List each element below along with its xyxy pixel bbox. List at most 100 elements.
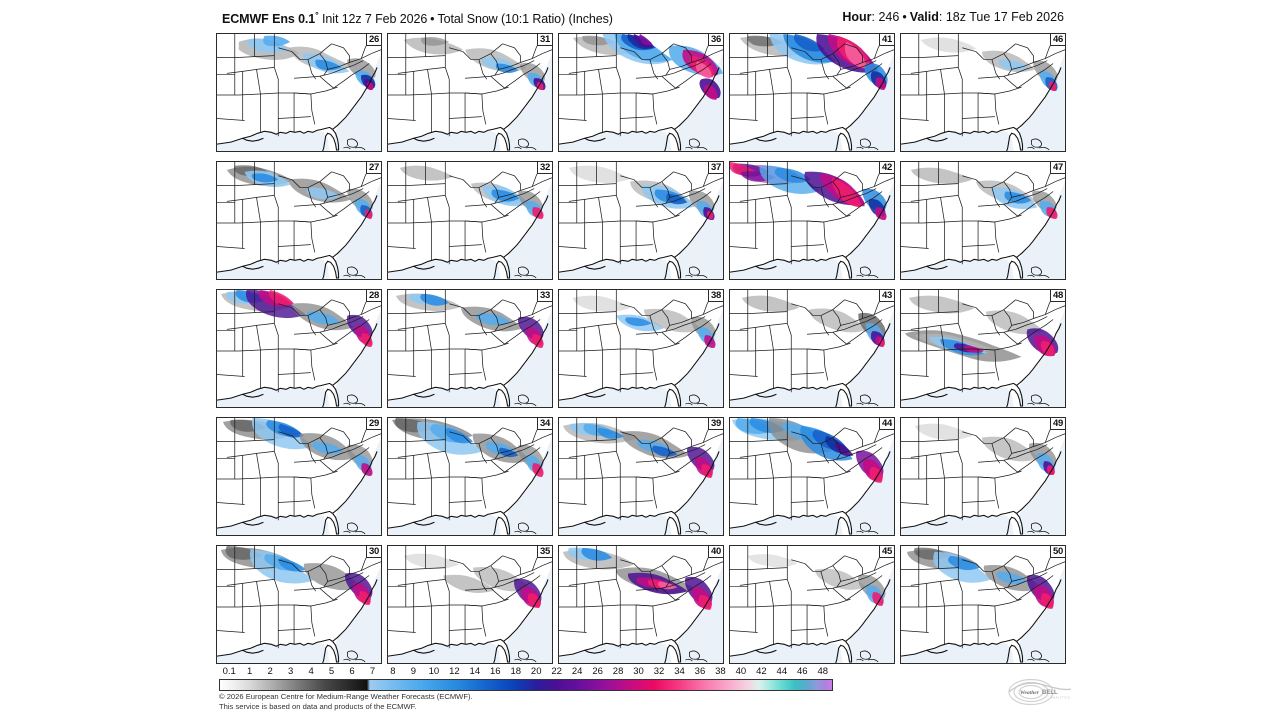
member-number-label: 38 <box>708 290 723 302</box>
ensemble-member-panel[interactable]: 46 <box>900 33 1066 152</box>
map-canvas <box>730 546 894 663</box>
coastline <box>217 195 378 279</box>
ensemble-member-panel[interactable]: 47 <box>900 161 1066 280</box>
coastline <box>217 451 378 535</box>
hour-label: Hour <box>842 10 872 24</box>
coastline <box>730 195 891 279</box>
coastline <box>730 579 891 663</box>
member-number-label: 33 <box>537 290 552 302</box>
init-time: Init 12z 7 Feb 2026 <box>322 12 428 27</box>
footer-line-2: This service is based on data and produc… <box>219 701 417 711</box>
ensemble-member-panel[interactable]: 35 <box>387 545 553 664</box>
member-number-label: 29 <box>366 418 381 430</box>
map-canvas <box>217 290 381 407</box>
ensemble-member-panel[interactable]: 32 <box>387 161 553 280</box>
map-canvas <box>730 290 894 407</box>
map-canvas <box>559 418 723 535</box>
ensemble-member-panel[interactable]: 31 <box>387 33 553 152</box>
ensemble-member-panel[interactable]: 40 <box>558 545 724 664</box>
state-borders <box>901 290 1065 393</box>
coastline <box>901 323 1062 407</box>
coastline <box>730 451 891 535</box>
snow-accumulation-field <box>906 547 1055 609</box>
colorbar-tick: 32 <box>653 666 665 677</box>
state-borders <box>559 418 723 521</box>
member-number-label: 31 <box>537 34 552 46</box>
islands <box>343 394 366 407</box>
snow-accumulation-field <box>562 422 715 478</box>
ensemble-member-panel[interactable]: 50 <box>900 545 1066 664</box>
coastline <box>901 195 1062 279</box>
colorbar-tick: 36 <box>694 666 706 677</box>
state-borders <box>388 418 552 521</box>
snow-accumulation-field <box>226 165 373 220</box>
valid-label: Valid <box>909 10 939 24</box>
islands <box>514 138 537 151</box>
ensemble-member-panel[interactable]: 39 <box>558 417 724 536</box>
colorbar-tick: 4 <box>308 666 314 677</box>
islands <box>856 522 879 535</box>
ensemble-member-panel[interactable]: 34 <box>387 417 553 536</box>
islands <box>1027 266 1050 279</box>
member-number-label: 41 <box>879 34 894 46</box>
ensemble-member-panel[interactable]: 43 <box>729 289 895 408</box>
ensemble-member-panel[interactable]: 30 <box>216 545 382 664</box>
map-canvas <box>217 418 381 535</box>
islands <box>343 522 366 535</box>
snow-accumulation-field <box>572 34 723 100</box>
state-borders <box>388 546 552 649</box>
logo-text-secondary: BELL <box>1042 690 1058 696</box>
colorbar-gradient-frame <box>219 679 833 691</box>
member-number-label: 32 <box>537 162 552 174</box>
svg-text:ANALYTICS: ANALYTICS <box>1051 697 1070 700</box>
ensemble-member-panel[interactable]: 38 <box>558 289 724 408</box>
header-separator-2: • <box>902 10 907 24</box>
ensemble-member-panel[interactable]: 48 <box>900 289 1066 408</box>
islands <box>685 394 708 407</box>
ensemble-member-panel[interactable]: 49 <box>900 417 1066 536</box>
member-number-label: 40 <box>708 546 723 558</box>
member-number-label: 27 <box>366 162 381 174</box>
snow-accumulation-field <box>222 418 373 477</box>
colorbar-tick: 2 <box>267 666 273 677</box>
ensemble-member-panel[interactable]: 37 <box>558 161 724 280</box>
snow-accumulation-field <box>731 418 884 483</box>
member-number-label: 44 <box>879 418 894 430</box>
state-borders <box>730 418 894 521</box>
logo-text-primary: Weather <box>1020 690 1040 696</box>
state-borders <box>388 34 552 137</box>
member-number-label: 36 <box>708 34 723 46</box>
ensemble-member-panel[interactable]: 29 <box>216 417 382 536</box>
member-number-label: 46 <box>1050 34 1065 46</box>
coastline <box>559 579 720 663</box>
coastline <box>217 67 378 151</box>
header-separator-1: • <box>430 12 435 27</box>
ensemble-member-panel[interactable]: 28 <box>216 289 382 408</box>
ensemble-member-panel[interactable]: 26 <box>216 33 382 152</box>
ensemble-member-panel[interactable]: 36 <box>558 33 724 152</box>
map-canvas <box>388 546 552 663</box>
member-number-label: 30 <box>366 546 381 558</box>
map-canvas <box>901 162 1065 279</box>
colorbar-tick: 48 <box>817 666 829 677</box>
ensemble-member-panel[interactable]: 41 <box>729 33 895 152</box>
ensemble-member-panel[interactable]: 44 <box>729 417 895 536</box>
header-title: ECMWF Ens 0.1° Init 12z 7 Feb 2026 • Total… <box>222 10 692 26</box>
islands <box>685 138 708 151</box>
header-valid-info: Hour: 246 • Valid: 18z Tue 17 Feb 2026 <box>842 10 1064 24</box>
ensemble-member-panel[interactable]: 42 <box>729 161 895 280</box>
islands <box>343 266 366 279</box>
state-borders <box>559 290 723 393</box>
hour-value: 246 <box>878 10 900 24</box>
colorbar-tick: 8 <box>390 666 396 677</box>
ensemble-member-panel[interactable]: 45 <box>729 545 895 664</box>
copyright-footer: © 2026 European Centre for Medium-Range … <box>219 692 639 711</box>
map-canvas <box>388 418 552 535</box>
ensemble-member-panel[interactable]: 33 <box>387 289 553 408</box>
map-canvas <box>559 34 723 151</box>
member-number-label: 35 <box>537 546 552 558</box>
valid-value: 18z Tue 17 Feb 2026 <box>945 10 1064 24</box>
ensemble-member-panel[interactable]: 27 <box>216 161 382 280</box>
snow-accumulation-field <box>568 165 715 221</box>
field-name: Total Snow (10:1 Ratio) (Inches) <box>437 12 613 27</box>
